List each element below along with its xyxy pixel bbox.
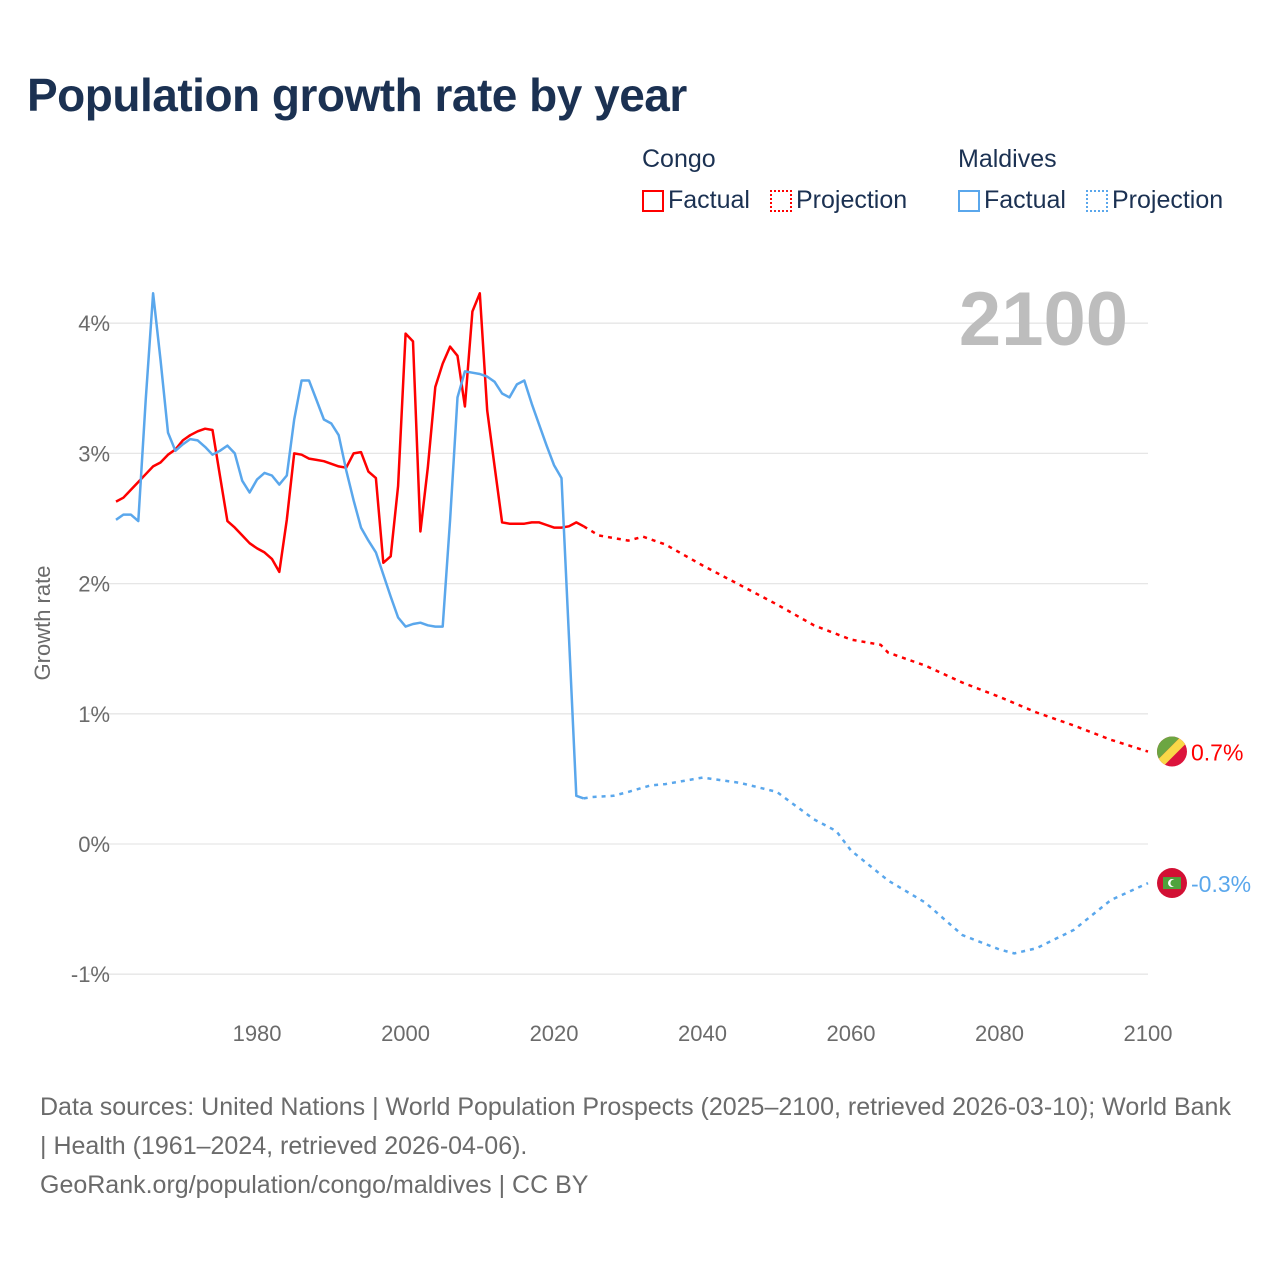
legend-maldives-projection[interactable]: Projection [1085,186,1224,215]
x-tick-label: 1980 [233,1021,282,1046]
series-line-maldives-factual [115,292,585,800]
chart-title: Population growth rate by year [27,69,687,121]
legend-label: Projection [795,186,908,214]
data-sources: Data sources: United Nations | World Pop… [40,1093,1231,1160]
y-tick-label: 3% [78,441,110,466]
legend-maldives-factual[interactable]: Factual [958,186,1066,215]
legend-congo-projection[interactable]: Projection [769,186,908,215]
y-tick-label: -1% [71,962,110,987]
x-tick-label: 2020 [530,1021,579,1046]
y-tick-label: 2% [78,572,110,597]
legend-label: Factual [984,186,1066,214]
series-line-congo-factual [115,292,585,574]
flag-yellow [1157,736,1187,767]
y-tick-label: 4% [78,311,110,336]
legend-label: Factual [668,186,750,214]
x-tick-label: 2000 [381,1021,430,1046]
attribution: GeoRank.org/population/congo/maldives | … [40,1171,589,1199]
congo-flag-icon [1157,736,1187,767]
legend-congo: Congo Factual Projection [642,145,921,215]
x-tick-label: 2100 [1124,1021,1173,1046]
flag-crescent-cut [1170,879,1178,887]
legend-label: Projection [1111,186,1224,214]
maldives-end-label: -0.3% [1191,871,1251,897]
legend-congo-factual[interactable]: Factual [642,186,750,215]
y-tick-label: 0% [78,832,110,857]
y-tick-label: 1% [78,702,110,727]
current-year-label: 2100 [958,277,1128,362]
x-tick-label: 2060 [827,1021,876,1046]
x-tick-label: 2040 [678,1021,727,1046]
series-line-maldives-projection [583,776,1149,955]
series-line-congo-projection [583,525,1149,753]
legend-maldives: Maldives Factual Projection [958,145,1237,215]
y-axis-label: Growth rate [30,566,55,681]
congo-end-label: 0.7% [1191,740,1243,766]
x-tick-label: 2080 [975,1021,1024,1046]
legend-country: Congo [642,145,716,173]
footer: Data sources: United Nations | World Pop… [40,1088,1240,1205]
maldives-flag-icon [1157,868,1187,899]
legend-country: Maldives [958,145,1057,173]
